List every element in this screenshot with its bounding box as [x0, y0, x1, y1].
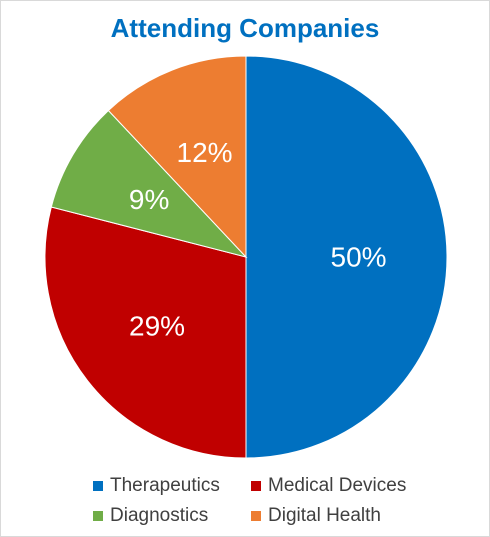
legend-swatch: [251, 511, 261, 521]
legend-label: Medical Devices: [268, 475, 407, 496]
legend-label: Therapeutics: [110, 475, 220, 496]
legend-label: Digital Health: [268, 505, 381, 526]
legend-swatch: [93, 481, 103, 491]
slice-label-digital-health: 12%: [177, 137, 233, 168]
slice-label-diagnostics: 9%: [129, 184, 169, 215]
pie-slice-therapeutics: [245, 55, 448, 459]
slice-label-medical-devices: 29%: [129, 310, 185, 341]
legend-swatch: [251, 481, 261, 491]
pie-slice-digital-health: [107, 55, 247, 259]
legend-item-therapeutics: Therapeutics: [93, 475, 220, 497]
legend-swatch: [93, 511, 103, 521]
pie-slice-medical-devices: [44, 206, 247, 459]
pie-chart: 50% 29% 9% 12%: [44, 55, 448, 459]
slice-label-therapeutics: 50%: [331, 242, 387, 273]
chart-title: Attending Companies: [110, 13, 380, 43]
legend-item-diagnostics: Diagnostics: [93, 505, 208, 527]
legend-item-digital-health: Digital Health: [251, 505, 381, 527]
legend-item-medical-devices: Medical Devices: [251, 475, 406, 497]
legend-label: Diagnostics: [110, 505, 209, 526]
pie-slice-diagnostics: [50, 109, 248, 258]
